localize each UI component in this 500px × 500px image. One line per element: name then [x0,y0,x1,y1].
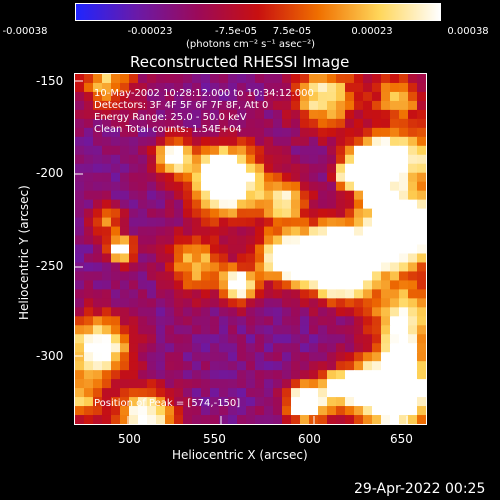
plot-title: Reconstructed RHESSI Image [130,53,350,71]
colorbar-tick-1: -0.00038 [2,26,48,37]
x-tick-label-650: 650 [390,432,413,446]
plot-frame [74,73,427,425]
x-tick-label-500: 500 [118,432,141,446]
colorbar-gradient [76,4,440,20]
x-tick-label-550: 550 [203,432,226,446]
x-axis-label: Heliocentric X (arcsec) [172,448,308,462]
info-line-detectors: Detectors: 3F 4F 5F 6F 7F 8F, Att 0 [94,100,269,111]
y-tick-label-250: -250 [36,259,64,273]
colorbar-units: (photons cm⁻² s⁻¹ asec⁻²) [186,39,316,50]
x-tick-label-600: 600 [298,432,321,446]
info-line-energy: Energy Range: 25.0 - 50.0 keV [94,112,247,123]
peak-position-label: Position of Peak = [574,-150] [94,398,241,409]
info-line-clean: Clean Total counts: 1.54E+04 [94,124,242,135]
colorbar-tick-2: -0.00023 [127,26,173,37]
y-tick-label-200: -200 [36,166,64,180]
timestamp: 29-Apr-2022 00:25 [354,481,486,497]
colorbar-tick-4: 7.5e-05 [272,26,312,37]
rhessi-image [75,74,426,424]
y-tick-label-150: -150 [36,74,64,88]
colorbar [75,3,441,21]
colorbar-tick-5: 0.00023 [351,26,393,37]
y-axis-label: Heliocentric Y (arcsec) [17,185,31,320]
info-line-time: 10-May-2002 10:28:12.000 to 10:34:12.000 [94,88,314,99]
colorbar-tick-3: -7.5e-05 [215,26,257,37]
colorbar-tick-6: 0.00038 [447,26,489,37]
y-tick-label-300: -300 [36,349,64,363]
